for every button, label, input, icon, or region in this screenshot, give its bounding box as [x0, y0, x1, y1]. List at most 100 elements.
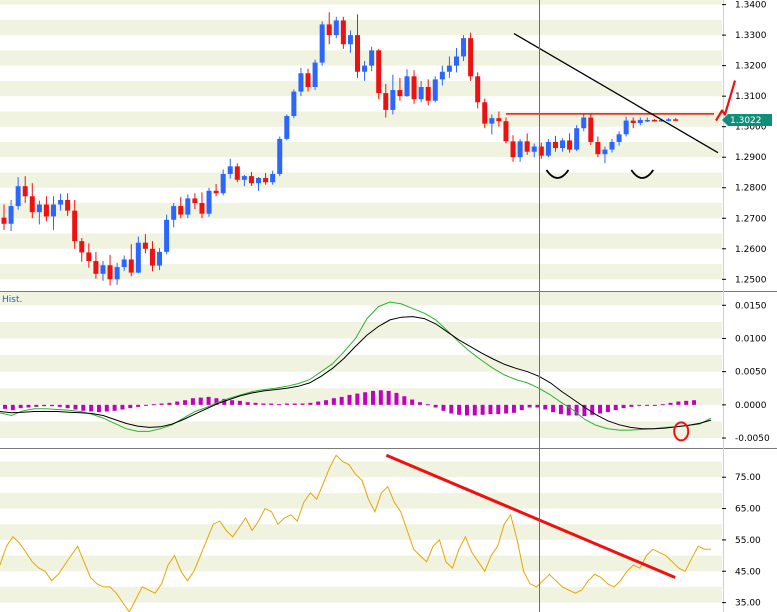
- slow-line: [0, 316, 712, 430]
- indicator-label: Hist.: [2, 295, 22, 305]
- histogram-bar: [519, 404, 524, 411]
- histogram-bar: [692, 400, 697, 405]
- histogram-bar: [582, 404, 587, 417]
- y-tick-label: 65.00: [735, 505, 761, 515]
- candle-body: [453, 56, 459, 66]
- candle-body: [623, 120, 629, 135]
- y-tick-label: 0.0100: [735, 334, 767, 344]
- histogram-bar: [104, 404, 109, 412]
- candle-body: [468, 38, 474, 77]
- candle-body: [8, 206, 14, 224]
- histogram-bar: [652, 404, 657, 406]
- candle-body: [149, 248, 155, 266]
- candle-body: [121, 259, 127, 268]
- candle-body: [659, 119, 665, 122]
- candle-body: [602, 149, 608, 155]
- y-tick-label: 55.00: [735, 536, 761, 546]
- candle-body: [425, 87, 431, 101]
- candle-body: [432, 79, 438, 101]
- bottom-marker[interactable]: [545, 169, 570, 179]
- histogram-bar: [65, 404, 70, 409]
- descending-trendline[interactable]: [513, 33, 719, 154]
- candle-body: [284, 116, 290, 139]
- candle-body: [567, 140, 573, 150]
- histogram-bar: [637, 404, 642, 406]
- histogram-bar: [511, 404, 516, 413]
- histogram-bar: [269, 403, 274, 405]
- candle-body: [609, 141, 615, 150]
- histogram-bar: [504, 404, 509, 414]
- candle-body: [510, 141, 516, 158]
- histogram-bar: [402, 396, 407, 405]
- histogram-bar: [183, 400, 188, 405]
- y-tick-label: 1.2600: [735, 245, 767, 255]
- signal-lines: [0, 301, 712, 432]
- histogram-bar: [143, 404, 148, 406]
- candle-body: [270, 174, 276, 183]
- histogram-bar: [73, 404, 78, 410]
- histogram-bar: [42, 404, 47, 407]
- histogram-bar: [300, 403, 305, 405]
- candle-body: [157, 251, 163, 266]
- candle-body: [298, 73, 304, 92]
- candle-body: [503, 121, 509, 142]
- bottom-marker[interactable]: [630, 169, 655, 179]
- candle-body: [383, 93, 389, 110]
- candle-body: [248, 176, 254, 184]
- rsi-panel-background: [0, 461, 722, 603]
- price-badge-shape: [722, 113, 772, 126]
- histogram-bar: [316, 401, 321, 405]
- candle-body: [355, 35, 360, 72]
- candle-body: [305, 73, 311, 87]
- grid-band: [0, 321, 722, 339]
- candle-body: [595, 141, 601, 155]
- candle-body: [673, 119, 679, 121]
- candle-body: [22, 186, 28, 197]
- candle-body: [439, 71, 445, 80]
- histogram-bar: [551, 404, 556, 413]
- candle-body: [128, 259, 134, 273]
- histogram-bar: [605, 404, 610, 413]
- grid-band: [0, 586, 722, 603]
- grid-band: [0, 388, 722, 405]
- histogram-bar: [645, 404, 650, 406]
- y-tick-label: 1.3300: [735, 31, 767, 41]
- histogram-bar: [668, 402, 673, 405]
- candle-body: [277, 138, 283, 174]
- histogram-bar: [496, 404, 501, 415]
- candle-body: [637, 119, 643, 124]
- candle-body: [178, 206, 184, 215]
- histogram-series: [3, 390, 697, 417]
- drawn-annotations[interactable]: [385, 33, 737, 579]
- y-tick-label: 35.00: [735, 599, 761, 609]
- candle-body: [192, 198, 198, 203]
- candle-body: [446, 65, 452, 72]
- histogram-bar: [3, 404, 7, 409]
- histogram-bar: [535, 404, 540, 408]
- grid-band: [0, 355, 722, 372]
- divergence-line[interactable]: [385, 453, 676, 579]
- histogram-bar: [198, 397, 203, 405]
- grid-band: [0, 50, 722, 66]
- histogram-bar: [574, 404, 579, 416]
- histogram-bar: [558, 404, 563, 415]
- histogram-bar: [49, 404, 54, 407]
- macd-panel-background: [0, 292, 722, 439]
- highlight-circle[interactable]: [673, 421, 690, 442]
- histogram-bar: [527, 404, 532, 408]
- grid-band: [0, 0, 722, 5]
- histogram-bar: [151, 404, 156, 406]
- candle-body: [312, 62, 318, 87]
- candle-body: [538, 146, 544, 156]
- candle-body: [213, 190, 219, 194]
- histogram-bar: [621, 404, 626, 409]
- histogram-bar: [457, 404, 462, 415]
- breakout-arrow[interactable]: [715, 80, 737, 122]
- candle-body: [461, 38, 467, 57]
- grid-band: [0, 19, 722, 36]
- candle-body: [86, 252, 92, 261]
- grid-band: [0, 80, 722, 97]
- histogram-bar: [355, 393, 360, 405]
- histogram-bar: [18, 404, 23, 409]
